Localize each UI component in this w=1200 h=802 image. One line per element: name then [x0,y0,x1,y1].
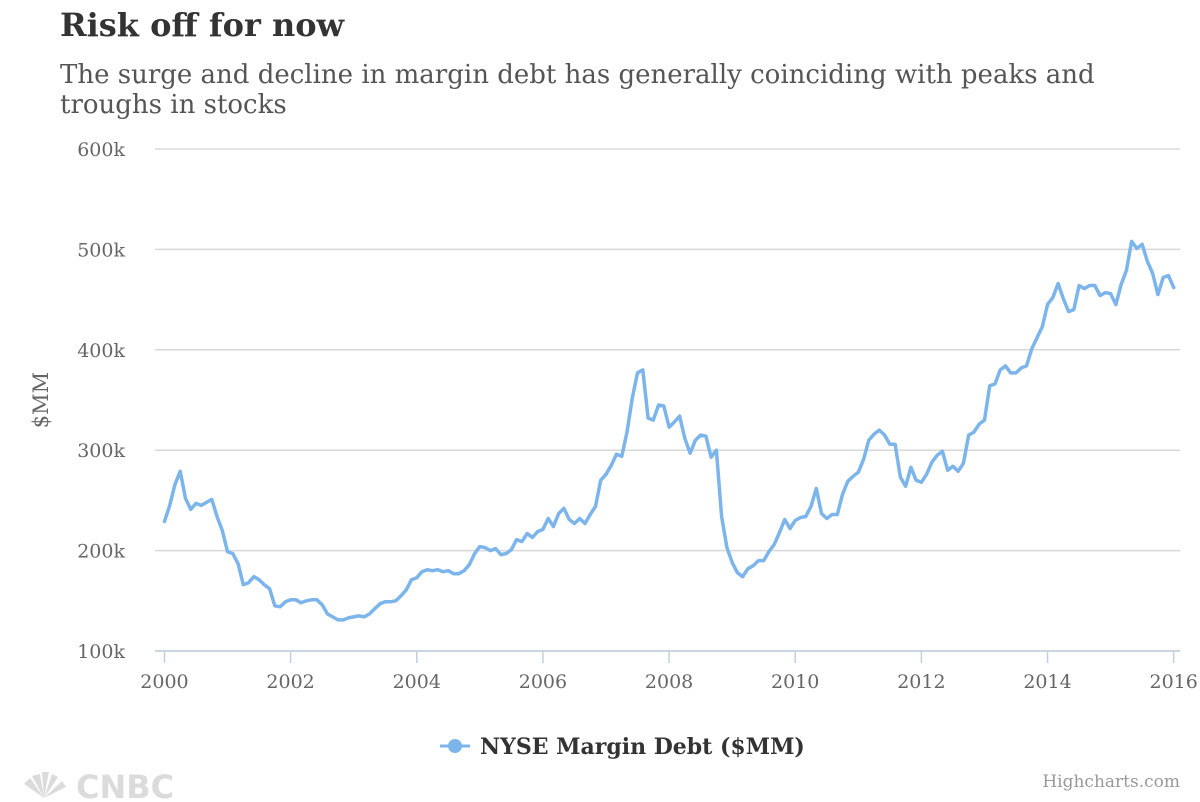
x-tick-label: 2000 [140,671,188,693]
legend-item-label[interactable]: NYSE Margin Debt ($MM) [480,734,805,760]
series-line-nyse-margin-debt[interactable] [162,239,1176,622]
series-group [162,239,1176,622]
x-axis: 2000 2002 2004 2006 2008 2010 2012 2014 2016 [140,650,1198,693]
x-tick-label: 2016 [1150,671,1198,693]
y-axis-label: $MM [29,372,53,428]
x-tick-label: 2004 [393,671,441,693]
y-tick-label: 400k [77,340,125,362]
legend-dot-marker [448,739,462,753]
x-tick-label: 2012 [897,671,945,693]
x-tick-label: 2014 [1023,671,1071,693]
y-axis-ticks: 100k 200k 300k 400k 500k 600k [77,139,125,663]
credits-link[interactable]: Highcharts.com [1042,772,1180,792]
grid-lines [155,148,1180,652]
legend[interactable]: NYSE Margin Debt ($MM) [440,734,805,760]
y-tick-label: 200k [77,541,125,563]
chart-subtitle: The surge and decline in margin debt has… [60,60,1095,120]
x-tick-label: 2006 [519,671,567,693]
cnbc-logo: CNBC [24,768,174,802]
y-tick-label: 100k [77,641,125,663]
x-tick-label: 2008 [645,671,693,693]
cnbc-logo-text: CNBC [76,768,174,802]
x-tick-label: 2002 [266,671,314,693]
y-tick-label: 600k [77,139,125,161]
chart-title: Risk off for now [60,6,345,44]
x-tick-label: 2010 [771,671,819,693]
y-tick-label: 300k [77,440,125,462]
y-tick-label: 500k [77,239,125,261]
